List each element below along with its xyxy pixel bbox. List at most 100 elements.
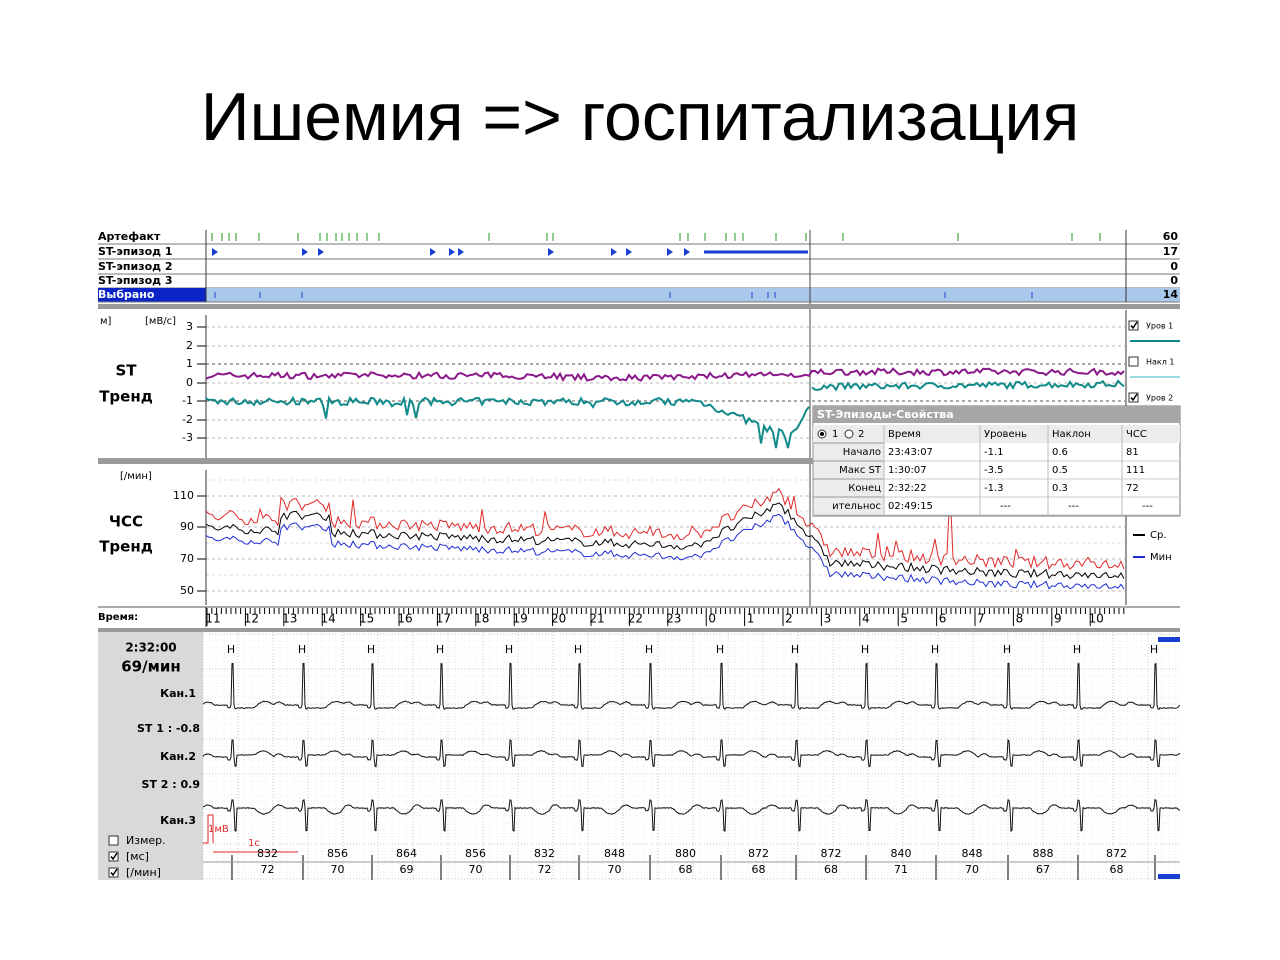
beat-marker: H	[436, 643, 444, 656]
episode-arrow	[548, 248, 554, 256]
channel-name: Кан.1	[160, 687, 196, 700]
separator	[98, 304, 1180, 309]
table-header	[813, 425, 1180, 443]
beat-rate: 71	[894, 863, 908, 876]
beat-marker: H	[861, 643, 869, 656]
episode-arrow	[449, 248, 455, 256]
y-tick-label: 70	[180, 552, 194, 565]
episode-arrow	[667, 248, 673, 256]
rr-interval: 832	[534, 847, 555, 860]
cell: ---	[1142, 501, 1153, 512]
beat-marker: H	[1150, 643, 1158, 656]
cell: 0.5	[1052, 465, 1068, 476]
time-tick-label: 1	[747, 612, 755, 626]
row-label: Выбрано	[98, 288, 155, 301]
cell: -1.1	[984, 447, 1004, 458]
option-checkbox-tick	[110, 852, 118, 861]
ecg-trace	[202, 798, 1181, 833]
beat-marker: H	[1003, 643, 1011, 656]
rr-interval: 888	[1033, 847, 1054, 860]
y-tick-label: 90	[180, 520, 194, 533]
y-tick-label: -3	[182, 431, 193, 444]
beat-rate: 68	[824, 863, 838, 876]
cell: 72	[1126, 483, 1139, 494]
cell: 0.3	[1052, 483, 1068, 494]
beat-rate: 72	[538, 863, 552, 876]
time-tick-label: 17	[436, 612, 451, 626]
beat-marker: H	[227, 643, 235, 656]
y-tick-label: -2	[182, 413, 193, 426]
channel-checkbox-tick	[1130, 321, 1138, 330]
radio-dot	[820, 432, 824, 436]
row-label: ST-эпизод 1	[98, 245, 173, 258]
row-count: 0	[1170, 274, 1178, 287]
hr-min-trace	[205, 513, 1125, 590]
rr-interval: 856	[327, 847, 348, 860]
y-tick-label: 1	[186, 357, 193, 370]
cell: ---	[1068, 501, 1079, 512]
beat-rate: 70	[965, 863, 979, 876]
y-tick-label: 110	[173, 489, 194, 502]
units: м]	[100, 316, 112, 327]
time-tick-label: 7	[977, 612, 985, 626]
time-tick-label: 2	[785, 612, 793, 626]
rr-interval: 872	[748, 847, 769, 860]
panel-title: Тренд	[99, 388, 153, 406]
rr-interval: 832	[257, 847, 278, 860]
time-tick-label: 20	[551, 612, 566, 626]
time-tick-label: 19	[513, 612, 528, 626]
row-header: ительнос	[832, 501, 881, 512]
radio	[844, 429, 854, 439]
st-slope-trace	[205, 367, 1125, 383]
episode-arrow	[302, 248, 308, 256]
row-header: Макс ST	[839, 465, 882, 476]
option-checkbox-tick	[110, 868, 118, 877]
time-tick-label: 14	[321, 612, 336, 626]
calibration-label: 1с	[248, 838, 260, 849]
channel-checkbox-tick	[1130, 393, 1138, 402]
ecg-trace	[202, 738, 1181, 768]
time-tick-label: 13	[282, 612, 297, 626]
beat-rate: 67	[1036, 863, 1050, 876]
beat-marker: H	[367, 643, 375, 656]
time-tick-label: 23	[666, 612, 681, 626]
time-tick-label: 22	[628, 612, 643, 626]
row-label: ST-эпизод 3	[98, 274, 173, 287]
beat-marker: H	[931, 643, 939, 656]
channel-name: Кан.2	[160, 750, 196, 763]
beat-marker: H	[298, 643, 306, 656]
rr-interval: 840	[891, 847, 912, 860]
legend-label: Мин	[1150, 552, 1172, 563]
beat-rate: 70	[608, 863, 622, 876]
episode-arrow	[684, 248, 690, 256]
beat-rate: 70	[469, 863, 483, 876]
scroll-marker	[1158, 874, 1180, 879]
y-tick-label: 3	[186, 320, 193, 333]
separator	[98, 628, 1180, 632]
time-tick-label: 15	[359, 612, 374, 626]
legend-label: Ср.	[1150, 530, 1167, 541]
channel-label: Уров 1	[1146, 322, 1173, 331]
beat-rate: 70	[331, 863, 345, 876]
beat-rate: 69	[400, 863, 414, 876]
row-label: Артефакт	[98, 230, 161, 243]
radio-label: 2	[858, 429, 864, 440]
selected-label-bg	[98, 288, 206, 302]
time-axis	[98, 606, 1180, 628]
rr-interval: 880	[675, 847, 696, 860]
rr-interval: 848	[604, 847, 625, 860]
hr-max-trace	[205, 487, 1125, 571]
option-checkbox	[108, 851, 119, 862]
time-tick-label: 5	[900, 612, 908, 626]
row-count: 0	[1170, 260, 1178, 273]
row-header: Конец	[848, 483, 881, 494]
st-level-trace	[205, 395, 810, 449]
rr-interval: 856	[465, 847, 486, 860]
channel-label: Накл 1	[1146, 358, 1175, 367]
time-tick-label: 6	[939, 612, 947, 626]
row-label: ST-эпизод 2	[98, 260, 173, 273]
hr-mean-trace	[205, 502, 1125, 580]
y-tick-label: 0	[186, 376, 193, 389]
time-tick-label: 21	[589, 612, 604, 626]
